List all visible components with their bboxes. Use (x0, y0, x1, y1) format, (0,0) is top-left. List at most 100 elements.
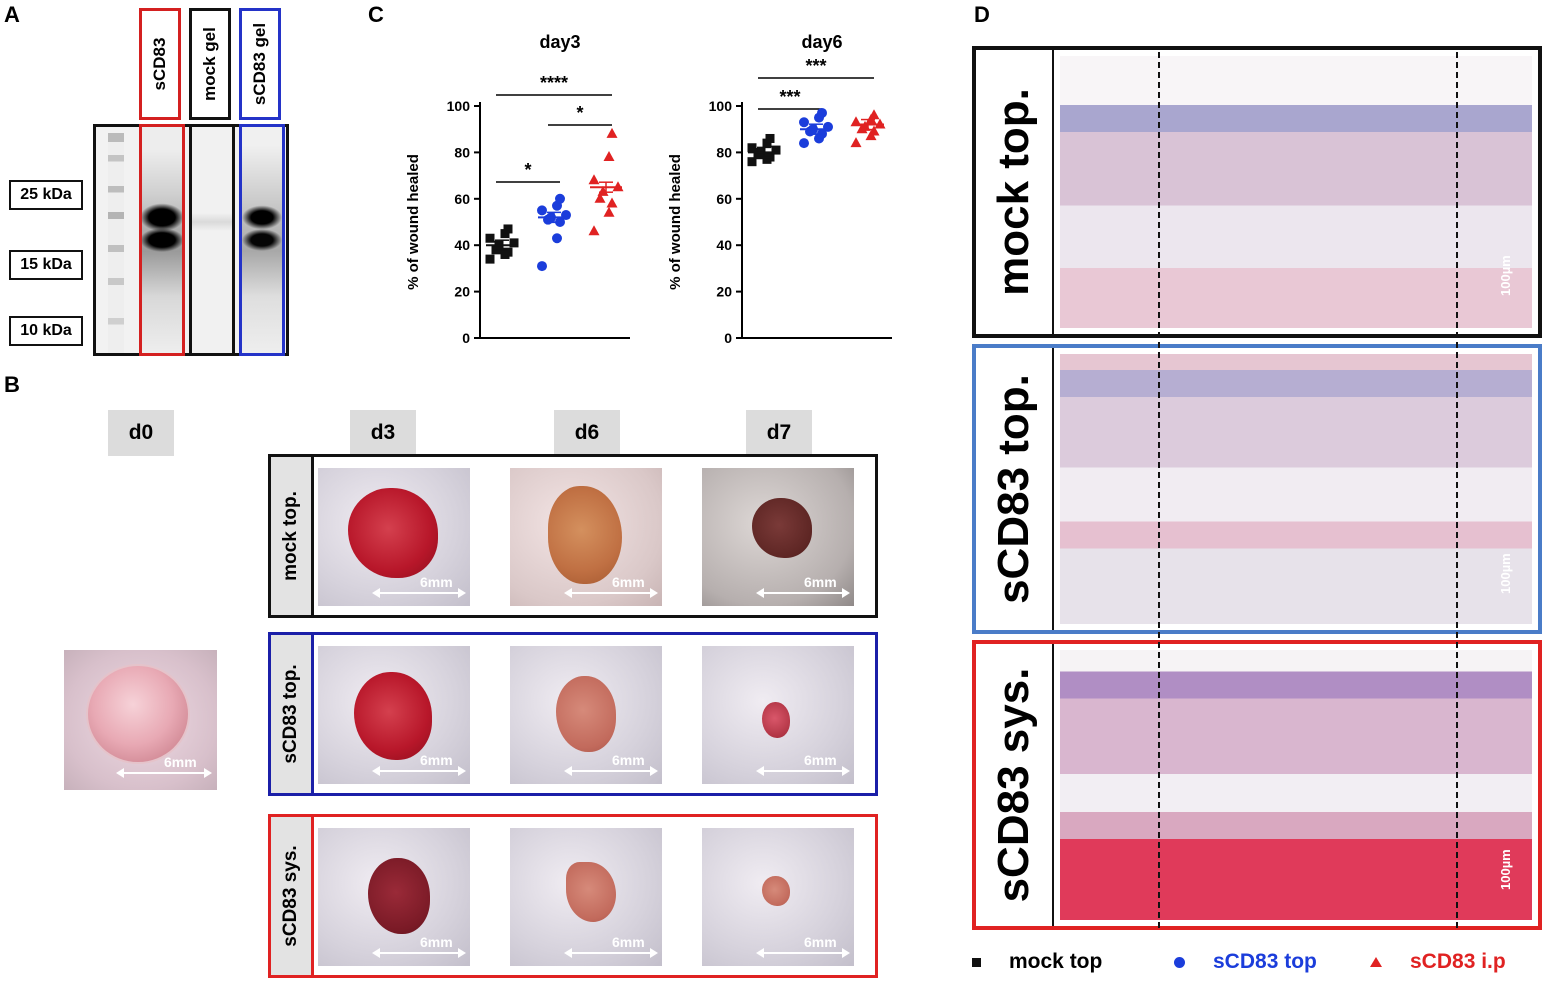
data-point-triangle (607, 197, 618, 207)
wound-photo-top-d7: 6mm (702, 646, 854, 784)
significance-label: * (576, 103, 583, 123)
histology-label-mock-top: mock top. (976, 50, 1054, 334)
scale-label: 6mm (612, 574, 645, 590)
scale-bar (758, 592, 848, 594)
scale-bar (374, 770, 464, 772)
wound-photo-mock-d3: 6mm (318, 468, 470, 606)
wound-photo-mock-d6: 6mm (510, 468, 662, 606)
data-point-circle (817, 108, 827, 118)
histology-scale-label: 100µm (1498, 849, 1513, 890)
wound-photo-top-d6: 6mm (510, 646, 662, 784)
y-tick-label: 0 (724, 330, 732, 346)
wound-area (548, 486, 622, 584)
y-tick-label: 60 (454, 191, 470, 207)
y-tick-label: 80 (454, 144, 470, 160)
scale-label: 6mm (612, 934, 645, 950)
significance-label: * (524, 160, 531, 180)
y-tick-label: 40 (454, 237, 470, 253)
histology-image-sCD83-top: 100µm (1060, 354, 1532, 624)
day-label-d7: d7 (746, 410, 812, 456)
y-tick-label: 20 (716, 284, 732, 300)
chart-title: day6 (801, 32, 842, 52)
legend-label: sCD83 top (1213, 950, 1317, 974)
row-label-sCD83-sys: sCD83 sys. (268, 814, 314, 978)
wound-photo-mock-d7: 6mm (702, 468, 854, 606)
y-tick-label: 0 (462, 330, 470, 346)
lane-label-mock-gel: mock gel (189, 8, 231, 120)
wound-area (348, 488, 438, 578)
histology-image-sCD83-sys: 100µm (1060, 650, 1532, 920)
wound-area (762, 876, 790, 906)
scale-bar (758, 770, 848, 772)
scale-bar (566, 952, 656, 954)
y-tick-label: 80 (716, 144, 732, 160)
legend-sCD83-ip: sCD83 i.p (1370, 950, 1506, 974)
dashed-guide-left (1158, 52, 1160, 928)
circle-marker-icon (1174, 957, 1185, 968)
data-point-triangle (589, 174, 600, 184)
day-label-d0: d0 (108, 410, 174, 456)
y-axis-label: % of wound healed (405, 154, 422, 290)
data-point-triangle (851, 137, 862, 147)
y-tick-label: 100 (709, 98, 733, 114)
wound-area (566, 862, 616, 922)
marker-25kda: 25 kDa (9, 180, 83, 210)
histology-scale-label: 100µm (1498, 553, 1513, 594)
scale-label: 6mm (420, 752, 453, 768)
wound-area (86, 664, 190, 764)
panel-c-letter: C (368, 2, 384, 28)
scale-bar (374, 592, 464, 594)
histology-image-mock-top: 100µm (1060, 56, 1532, 328)
data-point-circle (799, 117, 809, 127)
data-point-circle (552, 233, 562, 243)
wound-photo-sys-d3: 6mm (318, 828, 470, 966)
scale-label: 6mm (804, 934, 837, 950)
scale-bar (118, 772, 210, 774)
scale-label: 6mm (164, 754, 197, 770)
panel-b-letter: B (4, 372, 20, 398)
day-label-d3: d3 (350, 410, 416, 456)
data-point-square (748, 143, 757, 152)
data-point-square (766, 134, 775, 143)
data-point-circle (799, 138, 809, 148)
legend-sCD83-top: sCD83 top (1174, 950, 1317, 974)
legend-label: mock top (1009, 950, 1102, 974)
histology-label-sCD83-top: sCD83 top. (976, 348, 1054, 630)
marker-10kda: 10 kDa (9, 316, 83, 346)
data-point-circle (823, 122, 833, 132)
wound-area (762, 702, 790, 738)
data-point-square (486, 255, 495, 264)
lane-label-sCD83: sCD83 (139, 8, 181, 120)
data-point-square (486, 234, 495, 243)
data-point-triangle (604, 207, 615, 217)
wound-photo-d0: 6mm (64, 650, 217, 790)
scale-label: 6mm (612, 752, 645, 768)
wound-area (556, 676, 616, 752)
ladder-lane (108, 133, 124, 353)
y-tick-label: 100 (447, 98, 471, 114)
data-point-circle (537, 261, 547, 271)
lane-sCD83 (139, 124, 185, 356)
marker-15kda: 15 kDa (9, 250, 83, 280)
western-blot (93, 124, 289, 356)
wound-area (752, 498, 812, 558)
wound-area (354, 672, 432, 760)
panel-a-letter: A (4, 2, 20, 28)
significance-label: *** (805, 56, 826, 76)
wound-photo-top-d3: 6mm (318, 646, 470, 784)
triangle-marker-icon (1370, 957, 1382, 967)
scale-label: 6mm (420, 574, 453, 590)
y-tick-label: 60 (716, 191, 732, 207)
row-label-sCD83-top: sCD83 top. (268, 632, 314, 796)
wound-area (368, 858, 430, 934)
data-point-square (504, 224, 513, 233)
data-point-circle (555, 194, 565, 204)
scale-label: 6mm (804, 574, 837, 590)
scale-bar (566, 770, 656, 772)
square-marker-icon (972, 958, 981, 967)
wound-photo-sys-d6: 6mm (510, 828, 662, 966)
significance-label: **** (540, 73, 568, 93)
scale-bar (374, 952, 464, 954)
lane-sCD83-gel (239, 124, 285, 356)
scale-bar (566, 592, 656, 594)
